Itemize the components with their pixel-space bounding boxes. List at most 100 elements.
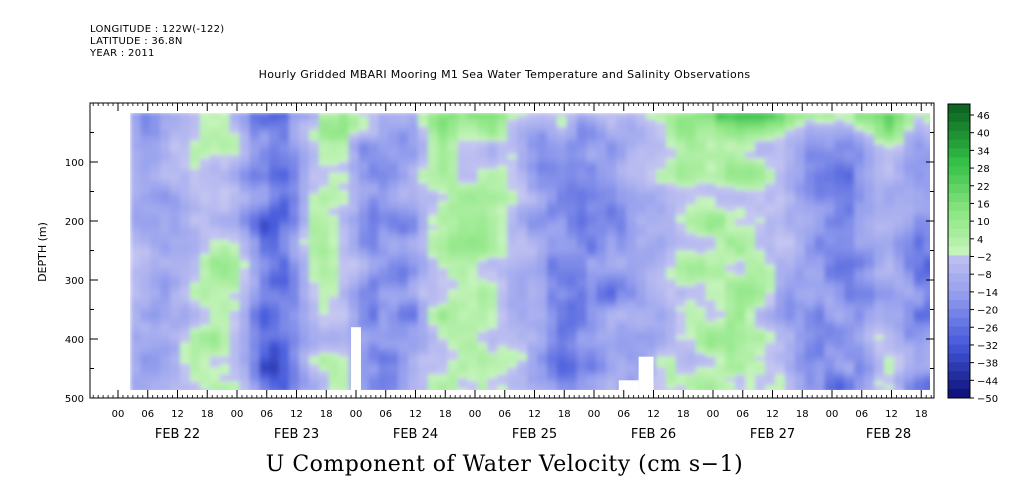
heatmap-cell	[140, 179, 151, 184]
heatmap-cell	[556, 165, 568, 170]
heatmap-cell	[685, 144, 697, 149]
heatmap-cell	[437, 264, 449, 269]
heatmap-cell	[527, 296, 538, 301]
heatmap-cell	[517, 232, 528, 237]
heatmap-cell	[239, 186, 250, 191]
heatmap-cell	[289, 144, 300, 149]
heatmap-cell	[160, 204, 171, 209]
heatmap-cell	[685, 356, 697, 361]
heatmap-cell	[239, 289, 250, 294]
heatmap-cell	[358, 314, 369, 319]
heatmap-cell	[636, 268, 647, 273]
heatmap-cell	[199, 151, 211, 156]
heatmap-cell	[536, 271, 548, 276]
heatmap-cell	[338, 158, 350, 163]
heatmap-cell	[665, 204, 677, 209]
heatmap-cell	[338, 374, 350, 379]
heatmap-cell	[546, 342, 558, 347]
heatmap-cell	[705, 190, 717, 195]
heatmap-cell	[150, 370, 161, 375]
heatmap-cell	[150, 176, 161, 181]
heatmap-cell	[417, 310, 429, 315]
heatmap-cell	[298, 239, 310, 245]
heatmap-cell	[487, 190, 498, 195]
heatmap-cell	[566, 250, 578, 255]
heatmap-cell	[358, 154, 369, 160]
heatmap-cell	[219, 176, 231, 181]
heatmap-cell	[219, 278, 231, 283]
heatmap-cell	[745, 183, 756, 188]
heatmap-cell	[735, 126, 746, 131]
heatmap-cell	[655, 130, 667, 135]
heatmap-cell	[467, 172, 479, 177]
heatmap-cell	[606, 172, 617, 177]
heatmap-cell	[308, 264, 320, 269]
heatmap-cell	[447, 133, 459, 138]
heatmap-cell	[477, 339, 488, 344]
heatmap-cell	[408, 360, 419, 365]
heatmap-cell	[457, 179, 469, 184]
heatmap-cell	[685, 113, 697, 117]
heatmap-cell	[517, 229, 528, 234]
heatmap-cell	[398, 176, 409, 181]
heatmap-cell	[249, 186, 260, 191]
heatmap-cell	[576, 377, 588, 383]
heatmap-cell	[616, 356, 627, 361]
heatmap-cell	[626, 278, 637, 283]
heatmap-cell	[527, 165, 538, 170]
heatmap-cell	[279, 133, 290, 138]
heatmap-cell	[576, 140, 588, 145]
heatmap-cell	[140, 165, 151, 170]
heatmap-cell	[199, 211, 211, 216]
heatmap-cell	[130, 278, 141, 283]
heatmap-cell	[586, 307, 598, 312]
heatmap-cell	[606, 353, 617, 358]
heatmap-cell	[239, 236, 250, 241]
heatmap-cell	[298, 133, 310, 138]
heatmap-cell	[130, 126, 141, 131]
heatmap-cell	[527, 225, 538, 230]
heatmap-cell	[398, 314, 409, 319]
heatmap-cell	[487, 123, 498, 128]
heatmap-cell	[179, 342, 191, 347]
heatmap-cell	[616, 342, 627, 347]
heatmap-cell	[269, 275, 280, 280]
heatmap-cell	[576, 261, 588, 266]
heatmap-cell	[715, 250, 726, 255]
heatmap-cell	[646, 296, 657, 301]
heatmap-cell	[616, 158, 627, 163]
heatmap-cell	[150, 236, 161, 241]
heatmap-cell	[546, 133, 558, 138]
heatmap-cell	[298, 140, 310, 145]
heatmap-cell	[725, 204, 736, 209]
heatmap-cell	[507, 126, 518, 131]
heatmap-cell	[685, 331, 697, 337]
heatmap-cell	[685, 250, 697, 255]
heatmap-cell	[735, 257, 746, 262]
heatmap-cell	[358, 278, 369, 283]
heatmap-cell	[586, 360, 598, 365]
heatmap-cell	[507, 377, 518, 383]
heatmap-cell	[229, 151, 241, 156]
heatmap-cell	[536, 123, 548, 128]
heatmap-cell	[259, 385, 270, 390]
heatmap-cell	[576, 133, 588, 138]
heatmap-cell	[556, 197, 568, 202]
heatmap-cell	[130, 257, 141, 262]
heatmap-cell	[160, 275, 171, 280]
heatmap-cell	[368, 204, 379, 209]
heatmap-cell	[487, 264, 498, 269]
heatmap-cell	[616, 324, 627, 329]
heatmap-cell	[536, 254, 548, 259]
heatmap-cell	[318, 133, 330, 138]
heatmap-cell	[596, 377, 607, 383]
heatmap-cell	[378, 190, 389, 195]
heatmap-cell	[338, 282, 350, 287]
heatmap-cell	[427, 331, 439, 337]
heatmap-cell	[586, 374, 598, 379]
heatmap-cell	[536, 113, 548, 117]
heatmap-cell	[685, 197, 697, 202]
heatmap-cell	[427, 324, 439, 329]
heatmap-cell	[150, 385, 161, 390]
heatmap-cell	[447, 193, 459, 198]
